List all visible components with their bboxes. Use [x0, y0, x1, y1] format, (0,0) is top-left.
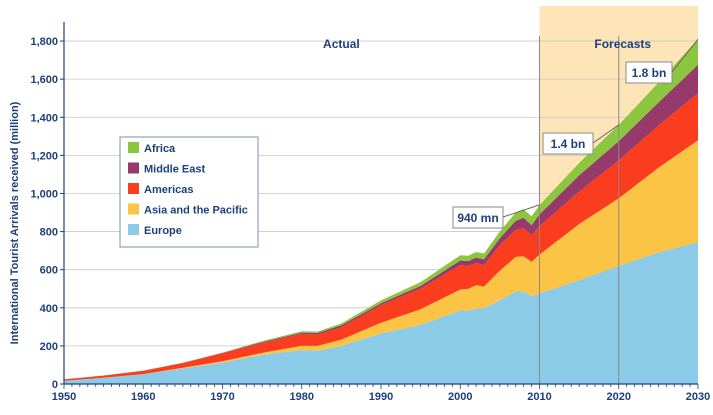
y-tick-label: 1,800: [30, 36, 58, 48]
legend-box: [119, 136, 259, 248]
legend-swatch: [128, 203, 139, 215]
area-asia-and-the-pacific: [64, 140, 698, 381]
y-tick-label: 1,000: [30, 188, 58, 200]
legend-label: Europe: [144, 225, 182, 237]
x-tick-label: 2000: [448, 391, 472, 403]
callout-label: 1.8 bn: [632, 66, 667, 80]
y-tick-label: 400: [40, 303, 58, 315]
callout-label: 940 mn: [457, 211, 498, 225]
y-tick-label: 1,400: [30, 112, 58, 124]
legend-swatch: [128, 224, 139, 235]
x-tick-label: 2030: [686, 391, 710, 403]
legend-swatch: [128, 183, 139, 194]
y-axis-label: International Tourist Arrivals received …: [9, 101, 21, 344]
callout-box: [542, 132, 594, 155]
callout-leader: [592, 124, 620, 144]
x-tick-label: 1960: [131, 391, 155, 403]
x-tick-label: 1990: [369, 391, 393, 403]
legend-swatch: [128, 162, 139, 174]
forecast-region-label: Forecasts: [594, 37, 651, 51]
callout-leader: [671, 39, 699, 73]
callout-label: 1.4 bn: [551, 137, 586, 151]
legend: Africa Middle East Americas Asia and the Pa…: [119, 136, 259, 248]
axis-layer: 0 200 400 600 800 1,000 1,200 1,400 1,600 1,800 19…: [30, 22, 710, 403]
annotations: 940 mn 1.4 bn 1.8 bn: [452, 39, 699, 229]
reference-lines: [539, 36, 620, 384]
legend-label: Americas: [144, 184, 194, 196]
x-tick-label: 2020: [607, 391, 631, 403]
callout-box: [625, 61, 673, 84]
x-tick-label: 1980: [290, 391, 314, 403]
legend-swatch: [128, 142, 139, 153]
y-tick-label: 600: [40, 265, 58, 277]
legend-label: Asia and the Pacific: [144, 205, 248, 217]
y-tick-label: 800: [40, 227, 58, 239]
y-tick-label: 0: [52, 379, 58, 391]
y-tick-label: 1,200: [30, 150, 58, 162]
legend-label: Africa: [144, 143, 176, 155]
x-tick-label: 1970: [210, 391, 234, 403]
y-tick-label: 1,600: [30, 74, 58, 86]
x-tick-label: 2010: [527, 391, 551, 403]
x-tick-label: 1950: [52, 391, 76, 403]
callout-box: [452, 206, 504, 229]
actual-region-label: Actual: [323, 37, 360, 51]
y-tick-label: 200: [40, 341, 58, 353]
legend-label: Middle East: [144, 164, 205, 176]
callout-leader: [502, 204, 540, 218]
